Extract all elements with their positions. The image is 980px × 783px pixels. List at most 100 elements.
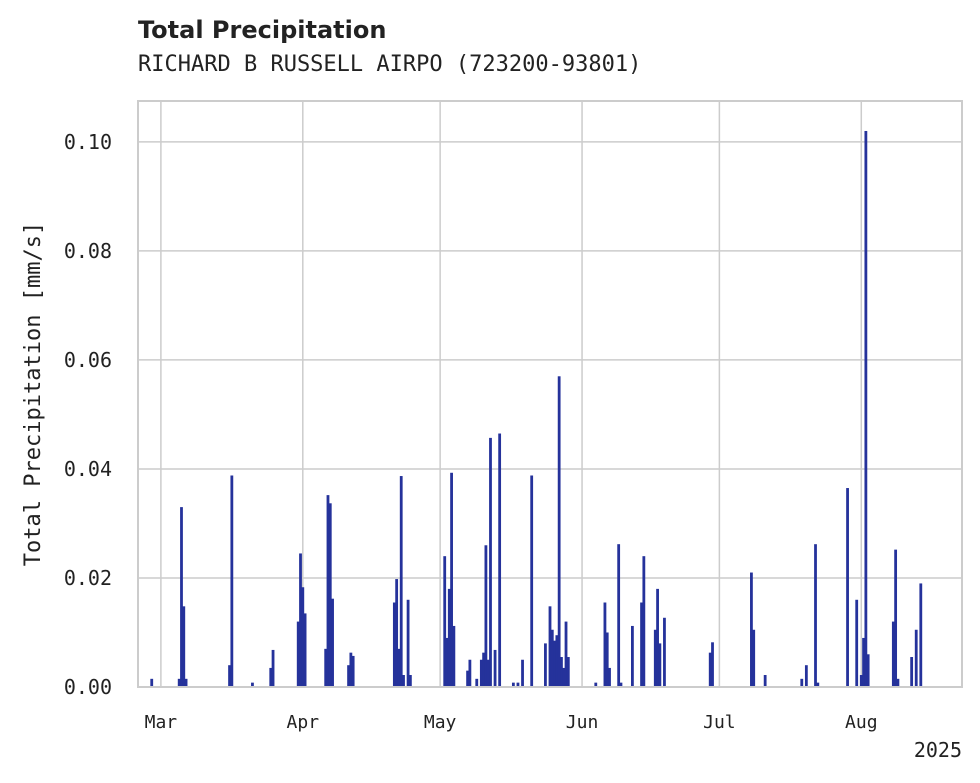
precip-bar <box>544 643 547 687</box>
precip-bar <box>708 652 712 687</box>
grid-layer <box>138 101 962 688</box>
precip-bar <box>296 621 300 687</box>
precip-bar <box>228 665 231 687</box>
y-tick-label: 0.06 <box>64 348 112 372</box>
x-tick-label: Mar <box>145 712 178 733</box>
precip-bar <box>326 495 330 687</box>
precip-bar <box>230 475 234 687</box>
precip-bar <box>347 665 350 687</box>
precip-bar <box>555 635 559 687</box>
precip-bar <box>557 376 561 687</box>
precip-bar <box>402 675 405 687</box>
precip-bar <box>642 556 646 687</box>
precip-bar <box>605 632 609 687</box>
precip-bar <box>395 579 399 687</box>
precip-bar <box>468 659 472 687</box>
precip-bar <box>530 475 534 687</box>
precip-bar <box>711 642 714 687</box>
precip-bar <box>553 640 556 687</box>
precip-bar <box>752 629 756 687</box>
precip-bar <box>182 606 186 687</box>
precip-bar <box>447 588 451 687</box>
precip-bar <box>349 652 353 687</box>
y-tick-labels: 0.00 0.02 0.04 0.06 0.08 0.10 <box>64 130 112 699</box>
precip-bar <box>443 556 447 687</box>
precip-bar <box>894 549 898 687</box>
x-tick-label: Aug <box>845 712 878 733</box>
y-tick-label: 0.10 <box>64 130 112 154</box>
precip-bar <box>800 678 804 687</box>
precip-bar <box>498 433 502 687</box>
x-tick-labels: Mar Apr May Jun Jul Aug <box>145 712 878 733</box>
precip-bar <box>866 654 870 687</box>
precip-bar <box>475 678 479 687</box>
precip-bar <box>486 659 490 687</box>
precip-bar <box>406 599 410 687</box>
bars-layer <box>150 130 923 688</box>
precip-bar <box>619 682 623 687</box>
precip-bar <box>324 648 328 687</box>
y-tick-label: 0.04 <box>64 457 112 481</box>
chart-title: Total Precipitation <box>138 16 387 44</box>
x-tick-label: May <box>424 712 457 733</box>
precip-bar <box>489 437 492 687</box>
precip-bar <box>303 613 307 687</box>
precip-bar <box>562 667 566 687</box>
y-axis-label: Total Precipitation [mm/s] <box>21 222 46 566</box>
precip-bar <box>846 488 849 687</box>
x-tick-label: Jun <box>566 712 599 733</box>
precip-bar <box>640 602 643 687</box>
precip-bar <box>631 625 634 687</box>
plot-frame <box>137 100 963 688</box>
precip-bar <box>855 599 859 687</box>
precip-bar <box>511 682 515 687</box>
precip-bar <box>408 675 412 687</box>
precip-bar <box>184 678 188 687</box>
precip-bar <box>560 657 563 687</box>
x-tick-label: Apr <box>287 712 320 733</box>
precip-bar <box>658 643 662 687</box>
precip-bar <box>763 675 767 687</box>
precip-bar <box>328 503 332 687</box>
precip-bar <box>864 130 868 688</box>
precip-bar <box>804 665 808 687</box>
precip-bar <box>397 648 401 687</box>
precip-bar <box>548 606 552 687</box>
chart-subtitle: RICHARD B RUSSELL AIRPO (723200-93801) <box>138 52 642 77</box>
precip-bar <box>594 682 598 687</box>
precip-bar <box>180 507 183 687</box>
precip-bar <box>750 572 753 687</box>
precip-bar <box>663 617 666 687</box>
precip-bar <box>493 649 497 687</box>
precip-bar <box>653 629 657 687</box>
precip-bar <box>482 652 486 687</box>
precip-bar <box>859 675 863 687</box>
precip-bar <box>608 667 611 687</box>
y-tick-label: 0.00 <box>64 675 112 699</box>
precip-bar <box>399 476 403 687</box>
precip-bar <box>150 678 154 687</box>
precip-bar <box>896 678 900 687</box>
precip-bar <box>521 659 524 687</box>
precip-bar <box>392 602 396 687</box>
precip-bar <box>466 670 469 687</box>
precip-bar <box>891 621 895 687</box>
precip-bar <box>564 621 568 687</box>
precip-bar <box>484 545 488 687</box>
precip-bar <box>269 667 273 687</box>
precip-bar <box>452 625 456 687</box>
x-axis-offset-label: 2025 <box>914 738 962 762</box>
y-tick-label: 0.02 <box>64 566 112 590</box>
precip-bar <box>919 583 923 687</box>
precip-bar <box>299 553 302 687</box>
precip-bar <box>814 544 817 687</box>
x-tick-label: Jul <box>703 712 736 733</box>
precip-bar <box>271 649 275 687</box>
precip-bar <box>516 682 520 687</box>
precip-bar <box>862 637 865 687</box>
precip-bar <box>603 602 607 687</box>
precip-bar <box>910 657 914 687</box>
precip-bar <box>331 598 334 687</box>
precip-bar <box>479 659 483 687</box>
